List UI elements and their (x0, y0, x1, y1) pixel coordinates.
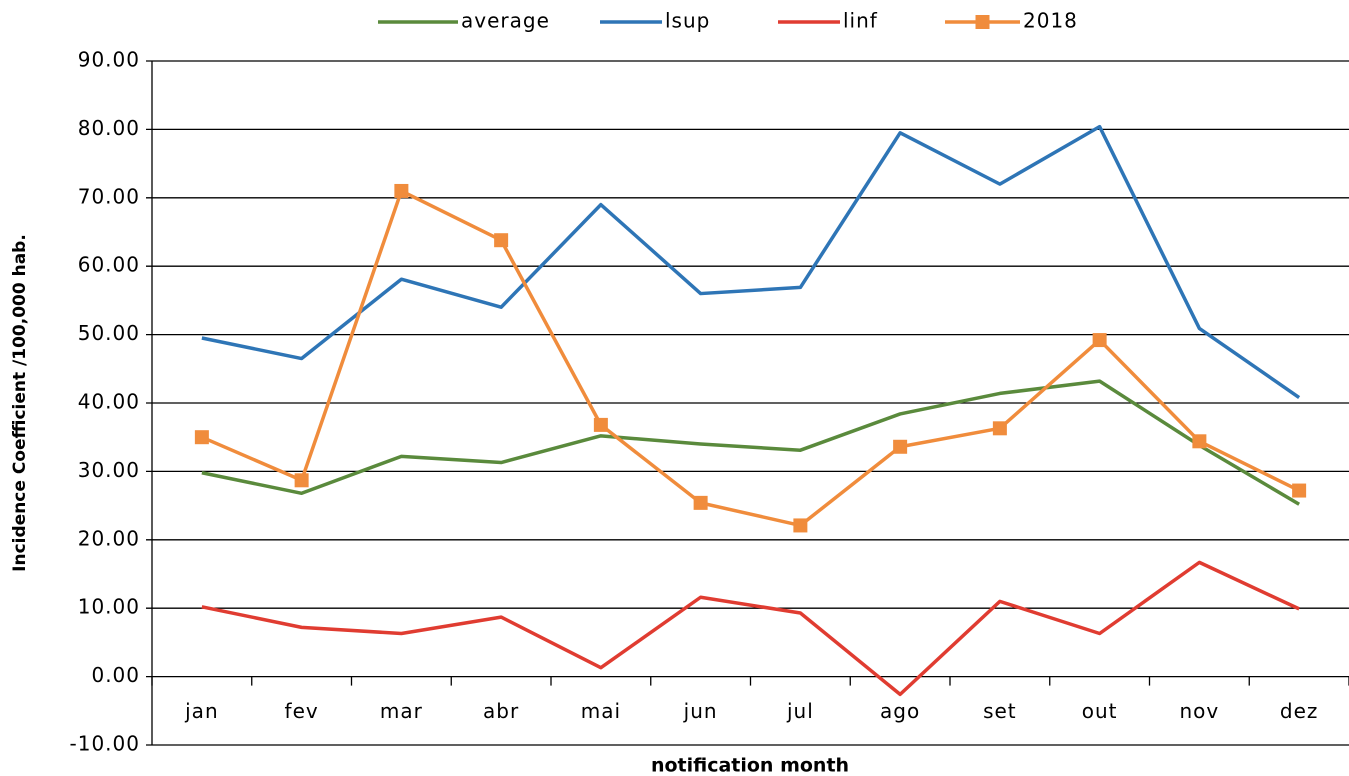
line-series (201, 189, 1300, 528)
y-tick-label: 80.00 (78, 116, 140, 140)
y-tick-label: 60.00 (78, 253, 140, 277)
x-tick-label: set (983, 699, 1017, 723)
line-series (201, 379, 1301, 506)
marker (294, 473, 309, 488)
marker (494, 233, 509, 248)
x-tick-label: jul (786, 699, 814, 723)
y-tick-label: 20.00 (78, 526, 140, 550)
marker (1092, 333, 1107, 348)
line-series (201, 560, 1300, 697)
line-series (201, 124, 1301, 399)
marker (194, 430, 209, 445)
marker (1192, 434, 1207, 449)
legend-label: linf (843, 9, 878, 33)
x-tick-label: out (1082, 699, 1118, 723)
marker (1292, 483, 1307, 498)
y-tick-label: 30.00 (78, 458, 140, 482)
legend-label: 2018 (1023, 9, 1078, 33)
y-tick-label: 0.00 (91, 663, 140, 687)
y-tick-label: -10.00 (70, 732, 140, 756)
y-tick-label: 70.00 (78, 184, 140, 208)
x-tick-label: jan (184, 699, 219, 723)
marker (693, 495, 708, 510)
y-axis-title: Incidence Coefficient /100,000 hab. (10, 234, 30, 572)
legend-label: lsup (665, 9, 710, 33)
x-tick-label: fev (285, 699, 319, 723)
marker (593, 417, 608, 432)
x-axis-title: notification month (651, 755, 849, 776)
legend-label: average (461, 9, 550, 33)
y-tick-label: 40.00 (78, 390, 140, 414)
marker (793, 518, 808, 533)
x-tick-label: abr (483, 699, 519, 723)
y-tick-label: 90.00 (78, 48, 140, 72)
y-tick-label: 10.00 (78, 595, 140, 619)
x-tick-label: ago (880, 699, 920, 723)
x-tick-label: nov (1180, 699, 1220, 723)
x-tick-label: jun (683, 699, 718, 723)
legend-marker (975, 15, 990, 29)
x-tick-label: mai (581, 699, 621, 723)
marker (893, 439, 908, 454)
marker (992, 421, 1007, 436)
marker (394, 183, 409, 198)
x-tick-label: mar (380, 699, 423, 723)
x-tick-label: dez (1280, 699, 1319, 723)
y-tick-label: 50.00 (78, 321, 140, 345)
